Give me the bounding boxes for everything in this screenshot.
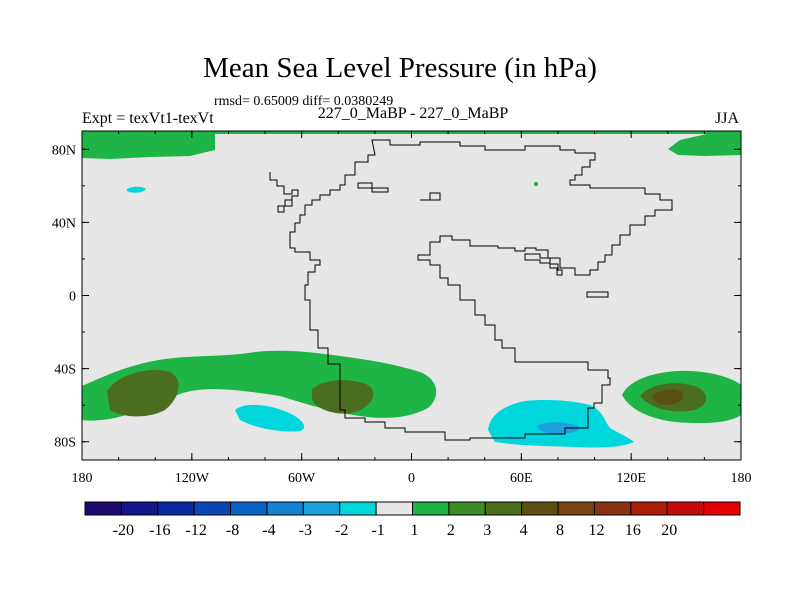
colorbar-swatch [593,501,632,516]
y-tick-label: 40N [52,216,76,231]
colorbar-label: 12 [588,522,604,539]
contour-positive-3-4 [652,389,683,405]
colorbar: -20 -16 -12 -8 -4 -3 -2 -1 1 2 3 4 8 12 16 20 [84,501,741,539]
contour-positive-2-3 [107,370,179,417]
season-label: JJA [715,110,740,127]
continent-outline [289,139,673,441]
x-tick-label: 120W [175,471,210,486]
continent-outline [420,192,441,201]
colorbar-label: 2 [447,522,455,539]
contour-positive-1-2 [534,182,538,186]
x-tick-label: 180 [731,471,752,486]
y-tick-label: 80S [54,436,76,451]
colorbar-swatch [448,501,486,516]
continent-outline [586,291,609,298]
continent-outline [357,182,389,193]
colorbar-label: 4 [520,522,528,539]
colorbar-label: -1 [371,522,384,539]
colorbar-label: -3 [299,522,312,539]
contour-negative-2-1 [235,404,305,432]
x-tick-label: 120E [616,471,646,486]
colorbar-label: 3 [483,522,491,539]
contour-positive-1-2 [82,131,215,159]
continent-outline [269,172,299,213]
colorbar-swatch [484,501,523,516]
contour-negative-3-2 [537,422,580,434]
contour-positive-2-3 [312,380,374,414]
colorbar-swatch [630,501,668,516]
colorbar-label: 16 [625,522,641,539]
chart-title: Mean Sea Level Pressure (in hPa) [203,52,597,84]
colorbar-swatch [120,501,159,516]
colorbar-swatch [193,501,232,516]
colorbar-swatch [412,501,450,516]
colorbar-swatch [521,501,559,516]
colorbar-swatch [666,501,705,516]
period-label: 227_0_MaBP - 227_0_MaBP [317,105,509,122]
colorbar-label: -4 [262,522,275,539]
x-tick-label: 0 [408,471,415,486]
colorbar-swatch [339,501,377,516]
colorbar-swatch [302,501,341,516]
contour-negative-2-1 [127,186,146,193]
experiment-label: Expt = texVt1-texVt [82,110,214,127]
colorbar-swatch [84,501,122,516]
colorbar-swatch [375,501,414,516]
x-tick-label: 180 [72,471,93,486]
contour-positive-1-2 [668,131,741,156]
colorbar-label: -16 [149,522,170,539]
axes: 180 120W 60W 0 60E 120E 180 80N 40N 0 40S 80S [52,131,752,486]
y-tick-label: 0 [69,290,76,305]
colorbar-swatch [157,501,195,516]
colorbar-label: -12 [186,522,207,539]
colorbar-label: 8 [556,522,564,539]
continent-outlines [269,139,673,441]
colorbar-label: -8 [226,522,239,539]
y-tick-label: 80N [52,143,76,158]
x-tick-label: 60E [510,471,533,486]
contour-fields [82,131,741,448]
colorbar-label: -2 [335,522,348,539]
colorbar-label: 1 [411,522,419,539]
continent-outline [524,253,563,276]
y-tick-label: 40S [54,363,76,378]
colorbar-swatch [230,501,268,516]
rmsd-diff-stats: rmsd= 0.65009 diff= 0.0380249 [214,94,394,109]
x-tick-label: 60W [288,471,316,486]
colorbar-swatch [557,501,595,516]
colorbar-swatch [703,501,741,516]
colorbar-label: -20 [113,522,134,539]
colorbar-swatch [266,501,304,516]
colorbar-label: 20 [661,522,677,539]
